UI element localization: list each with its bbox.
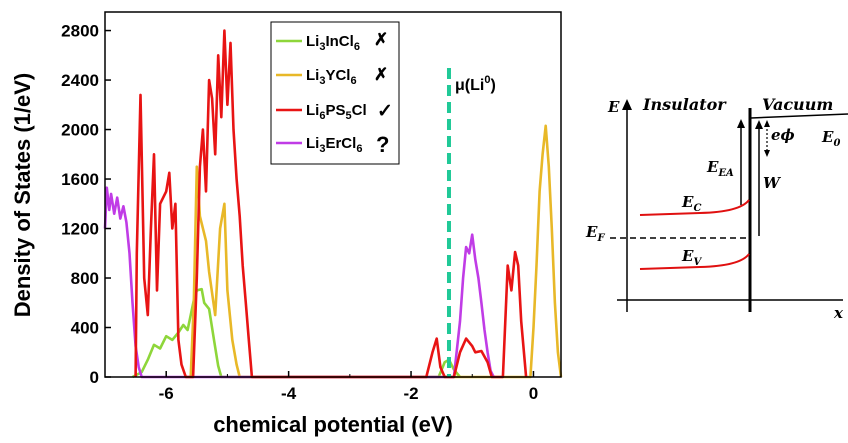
plot-frame — [104, 11, 562, 378]
vacuum-level-line — [750, 113, 848, 119]
legend-label: Li6PS5Cl — [306, 102, 367, 122]
x-axis-label: chemical potential (eV) — [213, 412, 453, 437]
cross-mark-icon: ✗ — [374, 65, 388, 84]
cross-mark-icon: ✗ — [374, 30, 388, 49]
y-tick-label: 2000 — [61, 121, 99, 140]
legend-item-li3incl6: Li3InCl6 ✗ — [276, 30, 388, 53]
fermi-level-label: EF — [585, 223, 605, 244]
surface-dipole-arrowhead-top — [764, 120, 770, 127]
x-tick-label: -2 — [403, 384, 418, 403]
electron-affinity-label: EEA — [706, 158, 734, 179]
mu-li-label: μ(Li0) — [455, 74, 496, 94]
y-tick-label: 1200 — [61, 220, 99, 239]
conduction-band-edge — [639, 199, 750, 216]
chemical-potential-marker: μ(Li0) — [446, 68, 496, 377]
legend-item-li6ps5cl: Li6PS5Cl ✓ — [276, 101, 393, 122]
x-tick-label: -6 — [159, 384, 174, 403]
y-tick-label: 0 — [90, 368, 99, 387]
valence-band-label: EV — [681, 247, 702, 268]
position-axis-label: x — [833, 304, 844, 322]
electron-affinity-arrowhead — [737, 119, 745, 128]
check-mark-icon: ✓ — [377, 101, 393, 122]
work-function-arrowhead — [755, 120, 763, 129]
legend: Li3InCl6 ✗ Li3YCl6 ✗ Li6PS5Cl ✓ Li3ErCl6… — [270, 21, 400, 165]
work-function-label: W — [763, 174, 782, 192]
valence-band-edge — [639, 253, 750, 270]
series-line-li3ycl6 — [189, 124, 563, 379]
axis-ticks: -6 -4 -2 0 0 400 800 1200 1600 2000 2400 2800 — [61, 22, 538, 403]
legend-label: Li3YCl6 — [306, 67, 357, 87]
series-line-li3ercl6 — [103, 186, 495, 379]
series-line-li6ps5cl — [134, 29, 528, 379]
y-tick-label: 800 — [71, 269, 99, 288]
y-tick-label: 2800 — [61, 22, 99, 41]
vacuum-label: Vacuum — [762, 95, 833, 114]
insulator-label: Insulator — [642, 95, 727, 114]
legend-label: Li3ErCl6 — [306, 135, 362, 155]
energy-axis-arrowhead — [622, 99, 632, 110]
band-schematic: E x Insulator Vacuum E0 EEA W eϕ EF EC E… — [585, 95, 848, 322]
x-tick-label: 0 — [529, 384, 538, 403]
y-tick-label: 1600 — [61, 170, 99, 189]
question-mark-icon: ? — [376, 132, 389, 157]
legend-item-li3ycl6: Li3YCl6 ✗ — [276, 65, 388, 87]
legend-box — [270, 21, 400, 165]
energy-axis-label: E — [607, 98, 620, 116]
dos-chart: μ(Li0) -6 -4 -2 0 0 400 800 1200 1600 2000 2400 280… — [10, 11, 563, 437]
vacuum-level-label: E0 — [821, 128, 840, 149]
y-axis-label: Density of States (1/eV) — [10, 73, 35, 318]
x-tick-label: -4 — [281, 384, 297, 403]
conduction-band-label: EC — [681, 193, 701, 214]
legend-label: Li3InCl6 — [306, 33, 360, 53]
legend-item-li3ercl6: Li3ErCl6 ? — [276, 132, 389, 157]
y-tick-label: 2400 — [61, 71, 99, 90]
y-tick-label: 400 — [71, 319, 99, 338]
surface-dipole-label: eϕ — [771, 126, 795, 144]
surface-dipole-arrowhead — [764, 150, 770, 157]
